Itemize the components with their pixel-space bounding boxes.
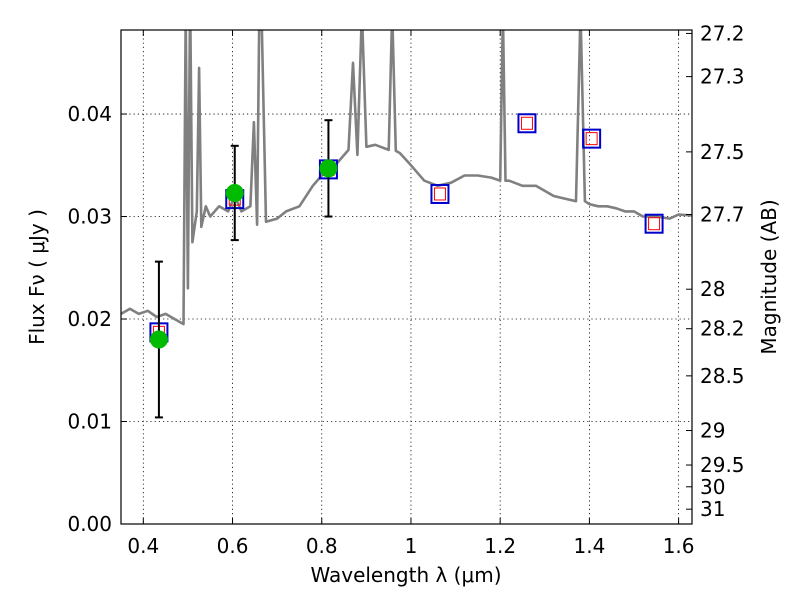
y2-tick-label: 30 — [700, 475, 725, 499]
x-tick-label: 0.8 — [306, 534, 338, 558]
filter-marker — [433, 187, 446, 201]
x-tick-label: 1.2 — [484, 534, 516, 558]
model-photometry-point — [644, 213, 664, 234]
x-axis-label: Wavelength λ (μm) — [310, 563, 501, 587]
model-photometry-point — [582, 128, 602, 149]
y2-tick-label: 27.5 — [700, 140, 745, 164]
x-tick-label: 0.6 — [217, 534, 249, 558]
y-axis-label: Flux Fν ( μJy ) — [25, 209, 49, 345]
axes-frame — [120, 29, 693, 525]
spectrum-line — [121, 30, 692, 326]
observed-point — [225, 183, 244, 202]
y-tick-label: 0.01 — [67, 410, 112, 434]
filter-marker — [648, 217, 661, 231]
y2-tick-label: 28 — [700, 277, 725, 301]
y2-tick-label: 29.5 — [700, 453, 745, 477]
x-tick-label: 1.4 — [573, 534, 605, 558]
observed-point — [149, 330, 168, 349]
y-tick-label: 0.04 — [67, 102, 112, 126]
observed-point — [319, 159, 338, 178]
y2-tick-label: 28.2 — [700, 317, 745, 341]
x-tick-label: 0.4 — [127, 534, 159, 558]
y2-axis-label: Magnitude (AB) — [757, 199, 781, 354]
filter-marker — [520, 116, 533, 130]
y2-tick-label: 29 — [700, 419, 725, 443]
plot-area — [121, 30, 692, 419]
tick-labels: 0.4 0.6 0.8 1 1.2 1.4 1.6 0.00 0.01 0.02 0.03 0.04 2… — [67, 21, 744, 558]
y-tick-label: 0.03 — [67, 205, 112, 229]
y2-tick-label: 31 — [700, 497, 725, 521]
x-tick-label: 1.6 — [663, 534, 695, 558]
y2-tick-label: 27.7 — [700, 202, 745, 226]
y2-tick-label: 27.2 — [700, 21, 745, 45]
x-tick-label: 1 — [405, 534, 418, 558]
y-tick-label: 0.02 — [67, 307, 112, 331]
y2-tick-label: 27.3 — [700, 65, 745, 89]
filter-marker — [585, 132, 598, 146]
y-tick-label: 0.00 — [67, 512, 112, 536]
model-photometry-point — [430, 183, 450, 204]
y2-tick-label: 28.5 — [700, 364, 745, 388]
grid-lines — [121, 30, 692, 524]
tick-marks — [121, 30, 692, 525]
model-photometry-point — [517, 113, 537, 134]
